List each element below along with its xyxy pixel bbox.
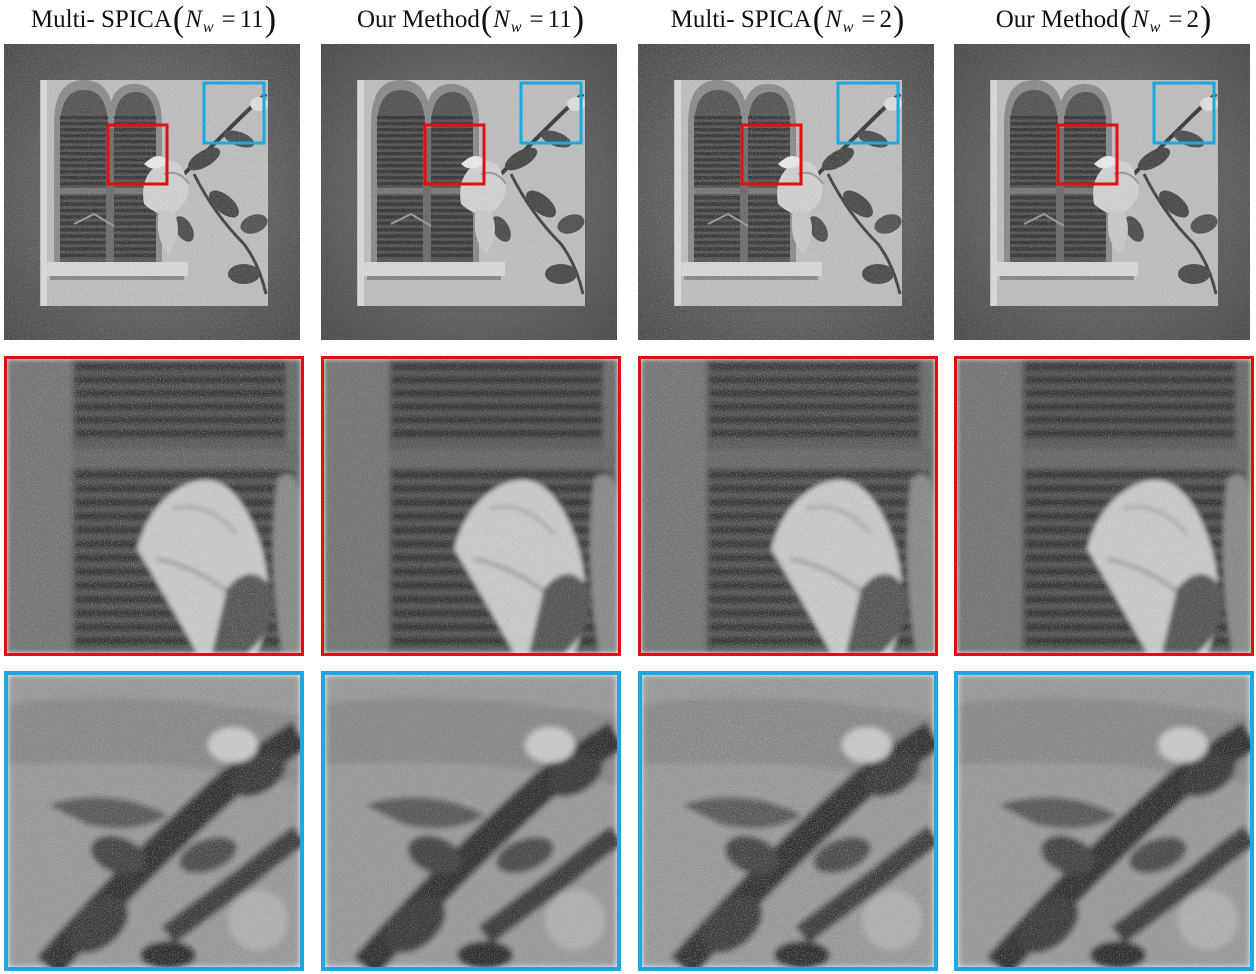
main-scene-graphic (4, 44, 300, 340)
red-scene-graphic (7, 359, 301, 653)
blue-region-marker (202, 81, 266, 145)
close-paren: ) (1199, 0, 1212, 39)
variable-subscript: w (842, 19, 854, 36)
red-region-marker (1056, 123, 1119, 186)
red-zoom-image (954, 356, 1254, 656)
method-name: Our Method (356, 6, 480, 33)
red-region-marker (740, 123, 803, 186)
red-scene-graphic (324, 359, 618, 653)
blue-region-marker (836, 81, 900, 145)
red-scene-graphic (957, 359, 1251, 653)
equals-sign: = (221, 6, 236, 33)
reconstruction-image (4, 44, 300, 340)
blue-scene-graphic (325, 675, 617, 967)
method-name: Multi- SPICA (670, 6, 812, 33)
reconstruction-image (321, 44, 617, 340)
blue-zoom-image (638, 671, 938, 971)
blue-scene-graphic (642, 675, 934, 967)
variable-subscript: w (202, 19, 214, 36)
reconstruction-image (954, 44, 1250, 340)
blue-region-marker (1152, 81, 1216, 145)
red-region-marker (106, 123, 169, 186)
parameter-value: 11 (547, 6, 572, 33)
blue-zoom-image (321, 671, 621, 971)
variable-subscript: w (510, 19, 522, 36)
main-scene-graphic (321, 44, 617, 340)
method-name: Multi- SPICA (30, 6, 172, 33)
parameter-value: 2 (879, 6, 892, 33)
blue-scene-graphic (958, 675, 1250, 967)
main-scene-graphic (638, 44, 934, 340)
parameter-value: 11 (239, 6, 264, 33)
red-region-marker (423, 123, 486, 186)
close-paren: ) (892, 0, 905, 39)
close-paren: ) (264, 0, 277, 39)
variable: N (1131, 6, 1149, 33)
blue-zoom-image (4, 671, 304, 971)
open-paren: ( (172, 0, 185, 39)
variable: N (825, 6, 842, 33)
open-paren: ( (1119, 0, 1131, 39)
red-zoom-image (638, 356, 938, 656)
blue-scene-graphic (8, 675, 300, 967)
blue-region-marker (519, 81, 583, 145)
blue-zoom-image (954, 671, 1254, 971)
variable-subscript: w (1149, 19, 1161, 36)
main-scene-graphic (954, 44, 1250, 340)
method-name: Our Method (995, 6, 1119, 33)
red-zoom-image (321, 356, 621, 656)
red-scene-graphic (641, 359, 935, 653)
equals-sign: = (861, 6, 876, 33)
equals-sign: = (1168, 6, 1183, 33)
equals-sign: = (529, 6, 544, 33)
open-paren: ( (812, 0, 825, 39)
parameter-value: 2 (1186, 6, 1199, 33)
variable: N (185, 6, 202, 33)
close-paren: ) (572, 0, 585, 39)
reconstruction-image (638, 44, 934, 340)
open-paren: ( (480, 0, 493, 39)
red-zoom-image (4, 356, 304, 656)
variable: N (493, 6, 510, 33)
